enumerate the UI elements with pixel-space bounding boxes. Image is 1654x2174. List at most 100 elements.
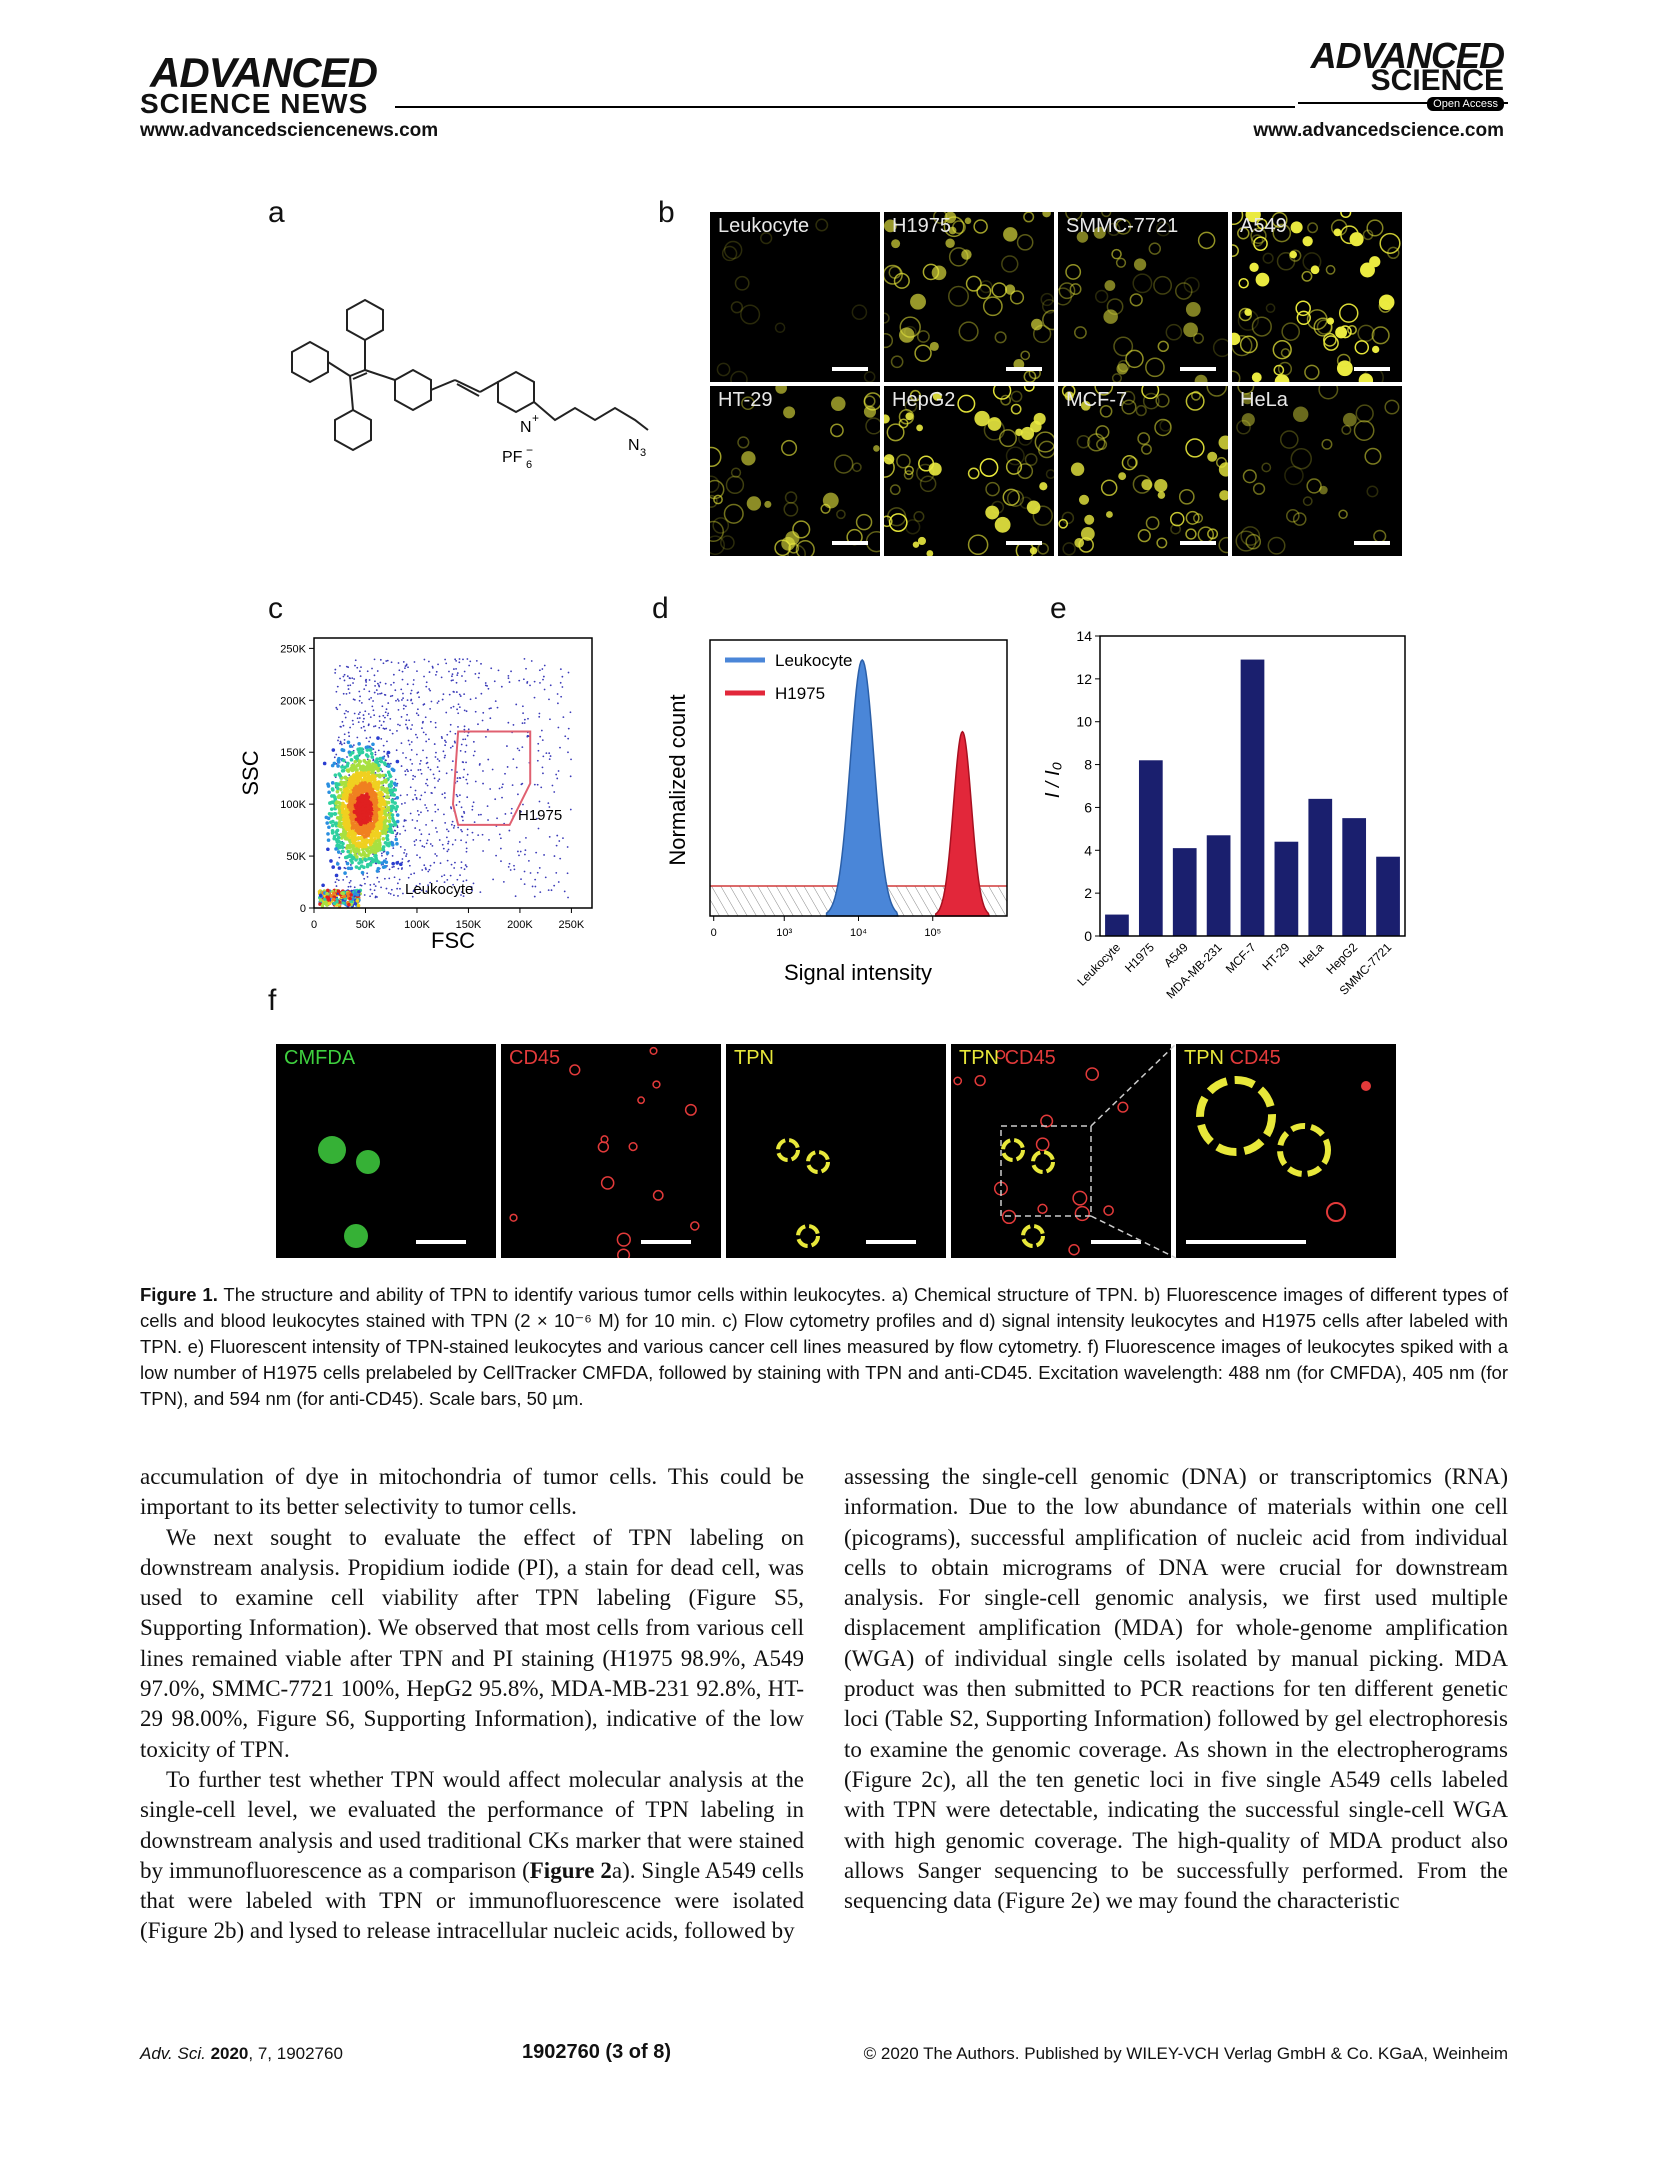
event-dot (350, 750, 355, 755)
journal-url[interactable]: www.advancedscience.com (1253, 120, 1504, 141)
event-dot (366, 788, 370, 792)
event-dot (412, 679, 415, 681)
event-dot (348, 799, 352, 804)
paragraph-text: To further test whether TPN would affect… (140, 1766, 804, 1883)
event-dot (349, 880, 352, 882)
y-tick-label: 6 (1084, 799, 1092, 815)
event-dot (423, 658, 426, 661)
event-dot (463, 810, 465, 813)
journal-logo-rule (1298, 102, 1508, 104)
event-dot (547, 889, 550, 892)
event-dot (365, 862, 370, 867)
y-tick-label: 8 (1084, 757, 1092, 773)
event-dot (356, 717, 359, 720)
event-dot (399, 862, 403, 867)
event-dot (472, 740, 475, 743)
event-dot (341, 801, 345, 806)
event-dot (462, 880, 465, 883)
event-dot (517, 793, 519, 796)
event-dot (406, 793, 409, 796)
event-dot (374, 771, 377, 774)
event-dot (389, 729, 391, 732)
event-dot (472, 838, 475, 841)
scale-bar (1006, 367, 1042, 371)
event-dot (395, 759, 400, 764)
plot-frame (313, 637, 593, 909)
event-dot (377, 826, 381, 831)
event-dot (486, 805, 489, 808)
y-tick-label: 0 (1084, 928, 1092, 944)
event-dot (359, 695, 361, 698)
event-dot (386, 740, 388, 743)
event-dot (389, 695, 392, 698)
event-dot (382, 820, 387, 825)
figure-caption-text: The structure and ability of TPN to iden… (140, 1284, 1508, 1409)
event-dot (376, 876, 379, 879)
event-dot (340, 768, 345, 773)
event-dot (443, 874, 446, 877)
event-dot (428, 738, 430, 741)
gate-label-leukocyte: Leukocyte (405, 881, 473, 898)
event-dot (456, 777, 459, 779)
publisher-url[interactable]: www.advancedsciencenews.com (140, 120, 439, 141)
event-dot (341, 891, 345, 896)
tpn-chemical-structure: N + PF 6 − N 3 (291, 298, 649, 471)
event-dot (372, 700, 374, 702)
event-dot (548, 752, 551, 755)
event-dot (555, 773, 558, 776)
event-dot (525, 836, 527, 839)
fluorescence-tile: HeLa (1232, 386, 1402, 556)
event-dot (428, 868, 431, 871)
event-dot (499, 837, 502, 840)
event-dot (445, 772, 448, 775)
event-dot (556, 693, 559, 695)
event-dot (380, 792, 385, 797)
event-dot (555, 871, 558, 874)
scale-bar (832, 367, 868, 371)
event-dot (375, 689, 378, 691)
event-dot (342, 758, 346, 763)
event-dot (441, 698, 444, 701)
event-dot (337, 820, 342, 825)
event-dot (390, 767, 395, 772)
event-dot (504, 772, 506, 775)
azide-sub: 3 (640, 447, 646, 459)
event-dot (405, 719, 408, 722)
event-dot (346, 843, 350, 848)
event-dot (445, 711, 448, 714)
event-dot (446, 878, 449, 881)
event-dot (404, 829, 407, 832)
event-dot (410, 728, 412, 730)
event-dot (541, 668, 544, 670)
event-dot (507, 677, 510, 680)
event-dot (482, 850, 484, 852)
event-dot (326, 895, 331, 900)
y-tick-label: 12 (1076, 671, 1092, 687)
event-dot (334, 672, 337, 674)
event-dot (466, 773, 469, 776)
y-axis-label: I / I₀ (1045, 762, 1064, 798)
event-dot (375, 787, 380, 792)
event-dot (436, 758, 439, 761)
event-dot (495, 854, 497, 857)
event-dot (338, 817, 342, 822)
figure-link[interactable]: Figure 2 (529, 1857, 612, 1883)
event-dot (425, 762, 428, 765)
event-dot (354, 664, 356, 667)
event-dot (370, 860, 375, 864)
event-dot (515, 766, 518, 769)
event-dot (450, 806, 452, 809)
event-dot (441, 793, 444, 796)
event-dot (332, 834, 337, 839)
event-dot (455, 681, 458, 684)
event-dot (374, 885, 377, 888)
event-dot (560, 695, 563, 698)
event-dot (420, 833, 423, 836)
event-dot (380, 737, 383, 740)
event-dot (511, 784, 514, 787)
event-dot (445, 741, 447, 744)
event-dot (385, 759, 387, 762)
event-dot (366, 670, 369, 673)
event-dot (559, 857, 562, 860)
event-dot (335, 832, 339, 837)
